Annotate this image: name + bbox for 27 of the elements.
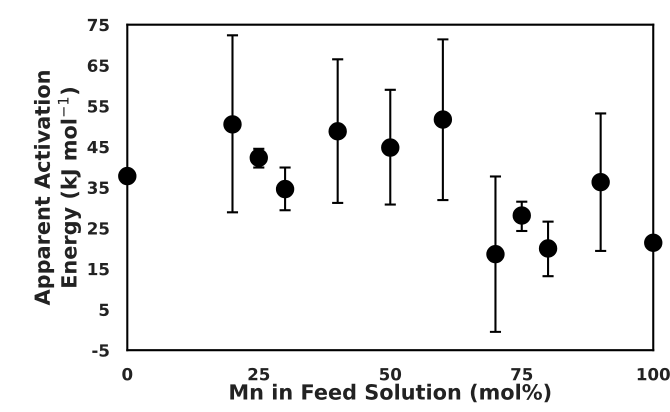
y-axis-title: Apparent Activation Energy (kJ mol$^{−1}$): [34, 71, 81, 306]
y-tick-label: 35: [88, 181, 109, 194]
point: [328, 122, 347, 140]
point: [434, 110, 452, 129]
point: [591, 172, 610, 192]
point: [538, 239, 558, 258]
x-tick-label: 25: [248, 368, 270, 380]
point: [512, 206, 531, 225]
x-tick-label: 0: [122, 368, 132, 380]
point: [276, 180, 294, 198]
point: [486, 245, 505, 264]
y-tick-label: 65: [88, 59, 109, 72]
y-tick-label: 5: [100, 304, 109, 316]
y-tick-label: 25: [88, 222, 109, 235]
x-axis-title: Mn in Feed Solution (mol%): [230, 384, 550, 402]
y-tick-label: 15: [88, 263, 109, 276]
x-tick-label: 100: [638, 368, 670, 380]
x-tick-label: 50: [380, 368, 402, 380]
point: [381, 138, 400, 157]
x-tick-label: 75: [511, 368, 532, 380]
y-tick-label: 55: [88, 100, 109, 113]
point: [223, 115, 242, 134]
point: [644, 234, 662, 252]
y-tick-label: 45: [87, 140, 109, 154]
y-tick-label: -5: [92, 344, 109, 357]
point: [118, 166, 136, 186]
y-tick-label: 75: [88, 18, 109, 32]
